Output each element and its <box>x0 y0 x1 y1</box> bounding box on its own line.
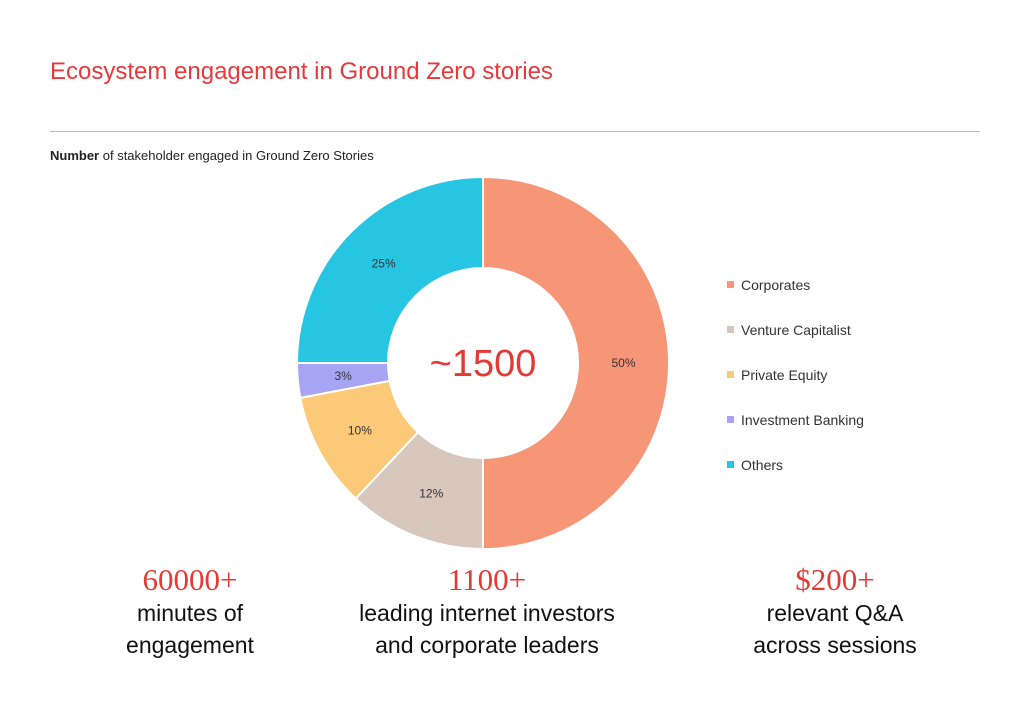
slice-label: 50% <box>611 356 635 370</box>
legend-label: Private Equity <box>741 366 828 383</box>
stat-value: 1100+ <box>447 562 527 597</box>
legend-swatch <box>727 326 734 333</box>
slice-label: 12% <box>419 487 443 501</box>
legend-swatch <box>727 416 734 423</box>
legend-item: Others <box>727 442 864 487</box>
stat-value: $200+ <box>795 562 875 597</box>
slice-label: 10% <box>348 424 372 438</box>
stat-label: relevant Q&A across sessions <box>753 600 917 658</box>
donut-chart: 50% 12% 10% 3% 25% ~1500 <box>295 175 670 551</box>
legend-item: Private Equity <box>727 352 864 397</box>
stat-label: minutes of engagement <box>126 600 254 658</box>
slice-others <box>295 175 484 364</box>
legend-item: Venture Capitalist <box>727 307 864 352</box>
legend-item: Corporates <box>727 262 864 307</box>
chart-subtitle: Number of stakeholder engaged in Ground … <box>50 148 374 163</box>
stat-label: leading internet investors and corporate… <box>359 600 615 658</box>
legend-label: Corporates <box>741 276 811 293</box>
subtitle-rest: of stakeholder engaged in Ground Zero St… <box>99 148 374 163</box>
subtitle-bold: Number <box>50 148 100 163</box>
slice-label: 25% <box>372 257 396 271</box>
stat-minutes: 60000+ minutes of engagement <box>95 563 285 661</box>
title-divider <box>50 131 980 132</box>
legend-label: Venture Capitalist <box>741 321 851 338</box>
slice-label: 3% <box>334 369 352 383</box>
stat-value: 60000+ <box>142 562 238 597</box>
page-title: Ecosystem engagement in Ground Zero stor… <box>50 58 553 85</box>
legend-item: Investment Banking <box>727 397 864 442</box>
stat-qa: $200+ relevant Q&A across sessions <box>720 563 950 661</box>
stat-investors: 1100+ leading internet investors and cor… <box>317 563 657 661</box>
legend-swatch <box>727 461 734 468</box>
center-total: ~1500 <box>430 343 537 385</box>
chart-legend: Corporates Venture Capitalist Private Equi… <box>727 262 864 487</box>
legend-swatch <box>727 371 734 378</box>
legend-label: Others <box>741 456 784 473</box>
legend-label: Investment Banking <box>741 411 864 428</box>
slice-corporates <box>482 175 670 551</box>
legend-swatch <box>727 281 734 288</box>
